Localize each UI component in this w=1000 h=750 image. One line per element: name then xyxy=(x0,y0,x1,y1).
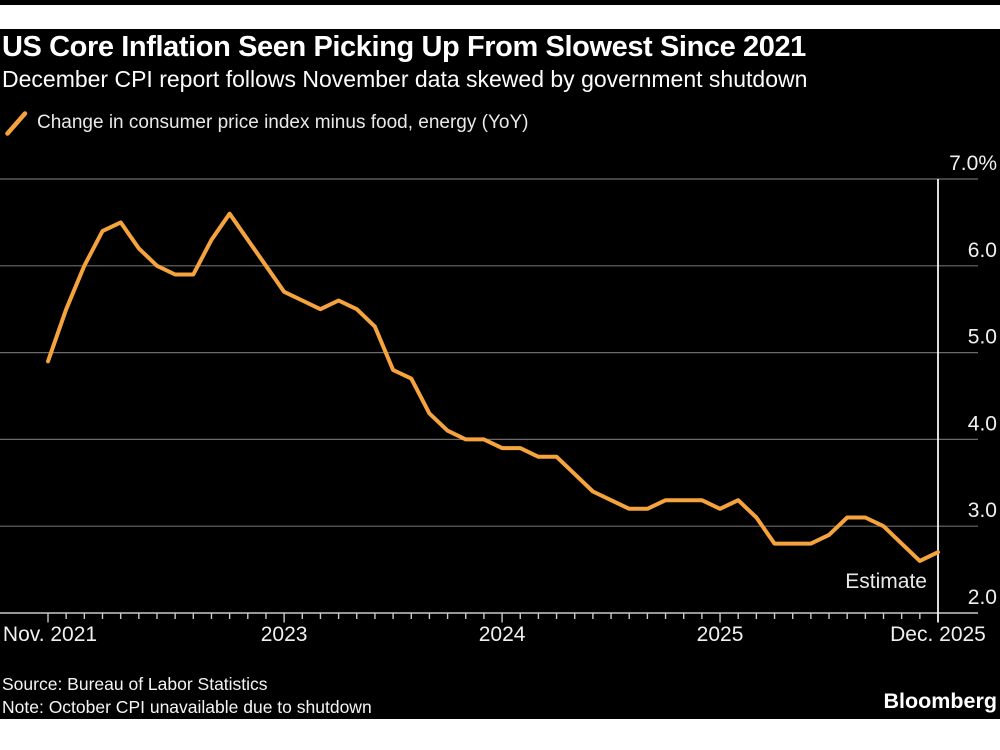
x-axis-label: 2025 xyxy=(697,623,744,646)
y-axis-label: 3.0 xyxy=(968,499,997,522)
legend: Change in consumer price index minus foo… xyxy=(4,109,528,137)
x-axis-label: 2024 xyxy=(479,623,526,646)
y-axis-label: 5.0 xyxy=(968,326,997,349)
x-axis-label: Nov. 2021 xyxy=(3,623,97,646)
chart-title: US Core Inflation Seen Picking Up From S… xyxy=(2,31,806,63)
cpi-line-series xyxy=(46,211,940,563)
chart-card: US Core Inflation Seen Picking Up From S… xyxy=(0,29,1000,719)
chart-subtitle: December CPI report follows November dat… xyxy=(2,66,808,92)
y-axis-label: 4.0 xyxy=(968,412,997,435)
x-axis-label: 2023 xyxy=(261,623,308,646)
line-series-icon xyxy=(5,110,28,136)
note-text: Note: October CPI unavailable due to shu… xyxy=(2,697,372,717)
y-axis-label: 6.0 xyxy=(968,239,997,262)
source-text: Source: Bureau of Labor Statistics xyxy=(2,674,268,694)
bloomberg-logo: Bloomberg xyxy=(883,689,997,713)
y-axis-label: 7.0% xyxy=(949,152,997,175)
x-axis-label: Dec. 2025 xyxy=(890,623,986,646)
estimate-annotation: Estimate xyxy=(845,570,927,593)
page-top-bar xyxy=(0,0,1000,5)
plot-area: 7.0% 6.0 5.0 4.0 3.0 2.0 Nov. 2021 2023 2024 2025… xyxy=(0,152,997,646)
y-axis-label: 2.0 xyxy=(968,586,997,609)
legend-label: Change in consumer price index minus foo… xyxy=(37,112,529,133)
